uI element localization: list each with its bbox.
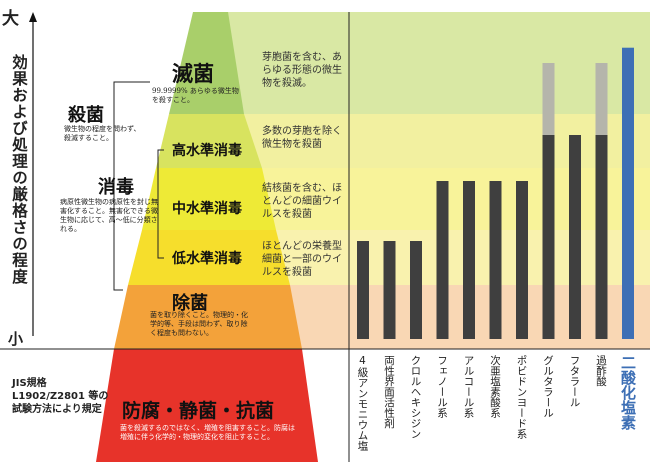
category-label: 過酢酸 [595, 355, 607, 387]
category-label: 両性界面活性剤 [383, 355, 395, 429]
axis-top-label: 大 [2, 9, 19, 29]
note-bactericidal: 微生物の程度を問わず、殺滅すること。 [64, 125, 141, 142]
category-label: 二酸化塩素 [619, 355, 637, 430]
pyramid-removal [114, 285, 302, 349]
desc-low: ほとんどの栄養型細菌と一部のウイルスを殺菌 [262, 241, 342, 278]
note-preservation: 菌を殺滅するのではなく、増殖を阻害すること。防腐は増殖に伴う化学的・物理的変化を… [120, 424, 295, 441]
title-preservation: 防腐・静菌・抗菌 [122, 400, 275, 422]
title-disinfection: 消毒 [98, 177, 134, 198]
category-label: グルタラール [542, 355, 554, 418]
axis-arrow-head [29, 12, 37, 22]
pyramid-sterilization [169, 12, 244, 114]
note-removal: 菌を取り除くこと。物理的・化学的等、手段は問わず、取り除く程度も問わない。 [150, 311, 248, 337]
category-label: フェノール系 [436, 355, 448, 418]
axis-bottom-label: 小 [8, 330, 24, 348]
category-label: アルコール系 [462, 355, 475, 418]
desc-high: 多数の芽胞を除く微生物を殺菌 [262, 126, 342, 150]
bar [357, 241, 369, 339]
title-high: 高水準消毒 [172, 143, 242, 159]
bar-extension [595, 63, 608, 135]
band-high [244, 114, 650, 168]
title-bactericidal: 殺菌 [68, 105, 104, 126]
title-removal: 除菌 [172, 293, 208, 314]
bar [489, 181, 502, 339]
desc-sterilization: 芽胞菌を含む、あらゆる形態の微生物を殺滅。 [262, 52, 342, 89]
bar [436, 181, 449, 339]
band-mid [262, 168, 650, 230]
bar [516, 181, 528, 339]
category-label: 4級アンモニウム塩 [356, 355, 369, 451]
bar [542, 135, 555, 339]
bracket-disinfection [157, 149, 164, 259]
bar-extension [542, 63, 555, 135]
note-disinfection: 病原性微生物の病原性を封じ無害化すること。無害化できる微生物に応じて、高～低に分… [60, 198, 158, 233]
bars-group [357, 47, 634, 339]
pyramid-low [128, 230, 290, 285]
bar [410, 241, 422, 339]
category-label: フタラール [568, 355, 581, 408]
category-label: クロルヘキシジン [409, 355, 422, 439]
desc-mid: 結核菌を含む、ほとんどの細菌ウイルスを殺菌 [262, 183, 342, 220]
pyramid-mid [142, 168, 276, 230]
title-mid: 中水準消毒 [172, 201, 242, 217]
title-sterilization: 滅菌 [172, 62, 214, 86]
axis-title: 効果および処理の厳格さの程度 [10, 54, 28, 285]
note-sterilization: 99.9999% あらゆる微生物を殺すこと。 [152, 87, 239, 104]
category-label: ポビドンヨード系 [515, 355, 528, 439]
pyramid-high [156, 114, 262, 168]
title-low: 低水準消毒 [172, 251, 242, 267]
bar [622, 47, 634, 339]
bracket-bactericidal [113, 81, 150, 291]
bar [383, 241, 396, 339]
jis-note: JIS規格 L1902/Z2801 等の試験方法により規定 [12, 378, 109, 415]
bar [569, 135, 581, 339]
category-label: 次亜塩素酸系 [489, 355, 501, 418]
pyramid-preservation [96, 349, 318, 462]
bar [463, 181, 475, 339]
bar [595, 135, 608, 339]
band-sterilization [228, 12, 650, 114]
